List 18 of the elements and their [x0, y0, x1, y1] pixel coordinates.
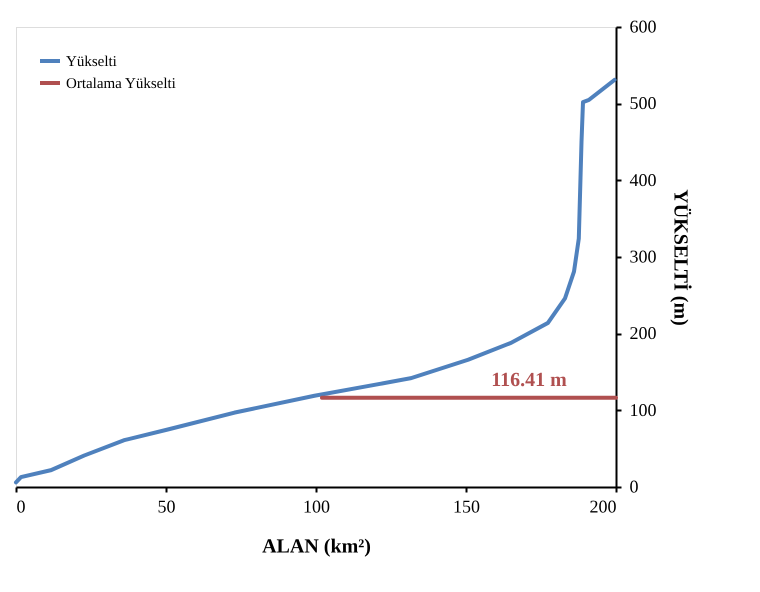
- y-tick-label: 400: [630, 170, 656, 190]
- y-tick-label: 0: [630, 476, 638, 496]
- y-axis-title: YÜKSELTİ (m): [670, 189, 692, 326]
- x-tick-label: 50: [158, 496, 176, 516]
- x-axis-title: ALAN (km²): [262, 536, 371, 558]
- x-tick-label: 150: [453, 496, 480, 516]
- line-series: [14, 78, 616, 484]
- y-tick-label: 300: [630, 246, 656, 266]
- annotation: 116.41 m: [491, 368, 568, 391]
- y-tick-label: 600: [630, 16, 656, 36]
- y-tick-label: 100: [630, 400, 656, 420]
- y-tick-label: 500: [630, 93, 656, 114]
- x-tick-label: 200: [590, 496, 616, 516]
- y-tick-label: 200: [630, 323, 656, 344]
- legend-label: Yükselti: [66, 54, 117, 70]
- legend-label: Ortalama Yükselti: [66, 76, 176, 92]
- x-tick-label: 100: [303, 496, 330, 516]
- x-tick-label: 0: [16, 496, 26, 516]
